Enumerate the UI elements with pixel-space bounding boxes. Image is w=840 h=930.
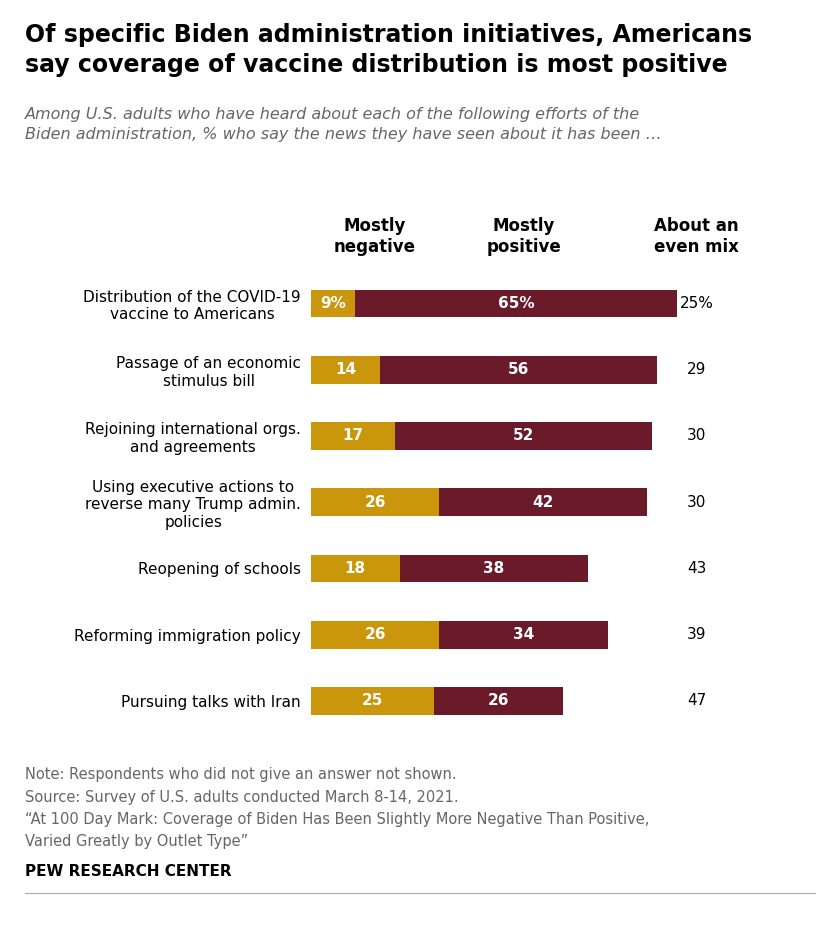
Text: 52: 52: [512, 429, 534, 444]
Bar: [311, 289, 355, 317]
Text: “At 100 Day Mark: Coverage of Biden Has Been Slightly More Negative Than Positiv: “At 100 Day Mark: Coverage of Biden Has …: [25, 812, 649, 827]
Text: Note: Respondents who did not give an answer not shown.: Note: Respondents who did not give an an…: [25, 767, 457, 782]
Bar: [355, 289, 677, 317]
Bar: [400, 554, 588, 582]
Bar: [311, 356, 380, 383]
Text: 17: 17: [342, 429, 364, 444]
Bar: [311, 687, 434, 715]
Text: Mostly
positive: Mostly positive: [486, 217, 561, 256]
Bar: [311, 488, 439, 516]
Text: 25: 25: [362, 694, 383, 709]
Text: Among U.S. adults who have heard about each of the following efforts of the
Bide: Among U.S. adults who have heard about e…: [25, 107, 662, 141]
Text: 39: 39: [687, 627, 706, 643]
Bar: [380, 356, 657, 383]
Bar: [311, 422, 395, 450]
Text: 34: 34: [513, 627, 534, 643]
Text: 9%: 9%: [320, 296, 346, 311]
Text: Varied Greatly by Outlet Type”: Varied Greatly by Outlet Type”: [25, 834, 249, 849]
Text: 65%: 65%: [498, 296, 534, 311]
Text: 26: 26: [365, 627, 386, 643]
Bar: [311, 554, 400, 582]
Text: 42: 42: [533, 495, 554, 510]
Text: 47: 47: [687, 694, 706, 709]
Text: 18: 18: [344, 561, 366, 576]
Bar: [439, 621, 607, 648]
Text: PEW RESEARCH CENTER: PEW RESEARCH CENTER: [25, 864, 232, 879]
Text: 25%: 25%: [680, 296, 713, 311]
Text: Of specific Biden administration initiatives, Americans
say coverage of vaccine : Of specific Biden administration initiat…: [25, 23, 753, 77]
Text: 26: 26: [365, 495, 386, 510]
Text: 26: 26: [488, 694, 510, 709]
Text: Source: Survey of U.S. adults conducted March 8-14, 2021.: Source: Survey of U.S. adults conducted …: [25, 790, 459, 804]
Text: 30: 30: [687, 495, 706, 510]
Text: 43: 43: [687, 561, 706, 576]
Bar: [311, 621, 439, 648]
Bar: [395, 422, 652, 450]
Text: Mostly
negative: Mostly negative: [334, 217, 416, 256]
Text: 14: 14: [335, 362, 356, 378]
Text: 29: 29: [687, 362, 706, 378]
Bar: [434, 687, 563, 715]
Text: 38: 38: [483, 561, 505, 576]
Text: 56: 56: [508, 362, 529, 378]
Bar: [439, 488, 647, 516]
Text: 30: 30: [687, 429, 706, 444]
Text: About an
even mix: About an even mix: [654, 217, 739, 256]
